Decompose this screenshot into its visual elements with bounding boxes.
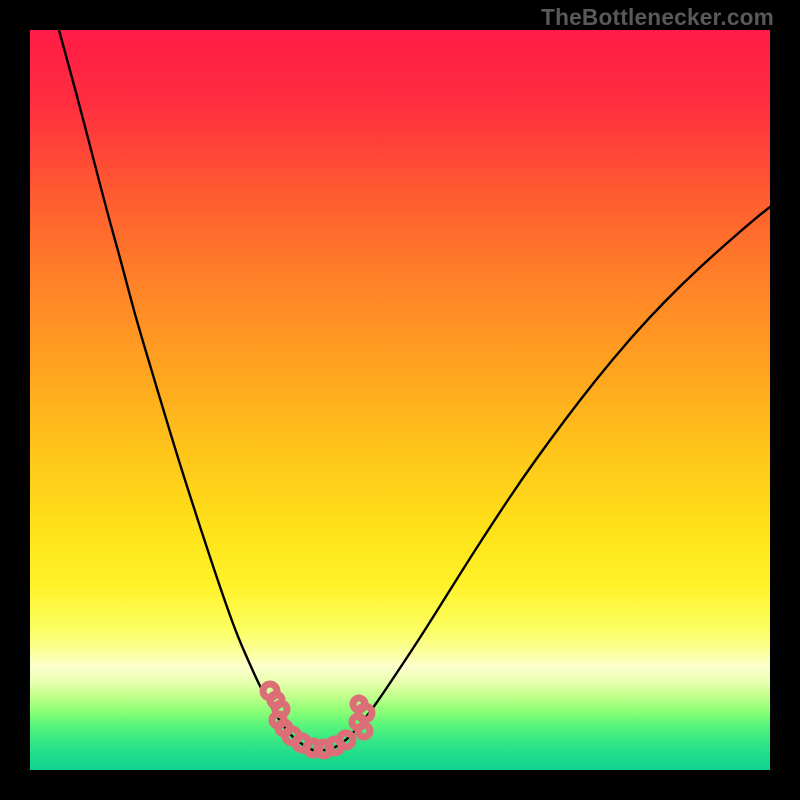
chain-link-marker xyxy=(328,739,342,753)
plot-area xyxy=(30,30,770,770)
chain-link-marker xyxy=(353,698,365,710)
left-curve xyxy=(59,30,313,750)
chain-link-marker xyxy=(270,694,282,706)
chain-link-marker xyxy=(358,725,370,737)
chart-svg xyxy=(30,30,770,770)
chain-link-marker xyxy=(339,733,353,747)
chain-link-marker xyxy=(272,714,284,726)
chain-link-marker xyxy=(278,722,290,734)
chain-link-marker xyxy=(306,741,320,755)
chain-link-marker xyxy=(358,706,372,720)
chain-link-marker xyxy=(295,736,309,750)
right-curve xyxy=(328,207,770,750)
chain-link-marker xyxy=(352,716,364,728)
watermark-text: TheBottlenecker.com xyxy=(541,4,774,31)
chain-link-marker xyxy=(263,684,277,698)
chain-link-marker xyxy=(275,703,287,715)
chain-link-marker xyxy=(317,742,331,756)
chain-link-marker xyxy=(285,729,299,743)
